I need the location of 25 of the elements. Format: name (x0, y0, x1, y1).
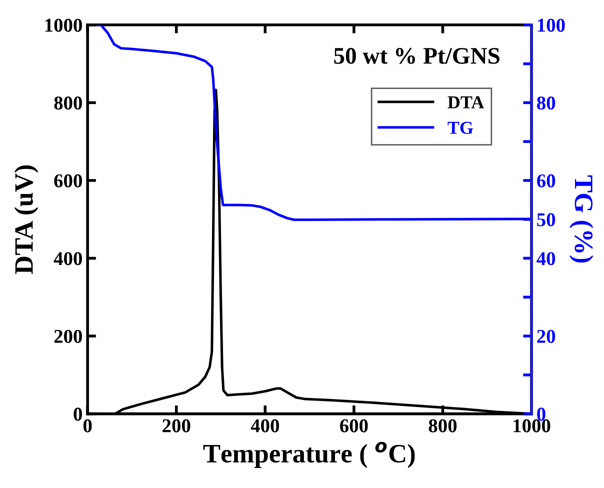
legend-label: DTA (448, 96, 484, 108)
y2-tick-label: 100 (538, 18, 565, 32)
x-axis-title: Temperature ( $^{o}$C) (203, 442, 415, 468)
y2-tick-label: 20 (537, 330, 556, 343)
y2-tick-label: 60 (537, 174, 556, 188)
y2-tick-label: 80 (537, 96, 556, 110)
legend-label: TG (448, 122, 473, 134)
x-tick-label: 1000 (514, 419, 550, 432)
y2-tick-label: 50 (537, 213, 556, 226)
y-tick-label: 600 (54, 174, 82, 188)
y-tick-label: 800 (54, 96, 82, 110)
x-tick-label: 200 (162, 419, 190, 432)
y-tick-label: 400 (54, 252, 82, 266)
x-tick-label: 400 (250, 419, 279, 432)
y-tick-label: 200 (54, 330, 82, 343)
y2-tick-label: 0 (537, 408, 546, 421)
y-tick-label: 0 (74, 408, 82, 421)
y-tick-label: 1000 (45, 18, 82, 32)
x-tick-label: 0 (83, 419, 92, 432)
x-tick-label: 800 (428, 419, 457, 432)
y2-tick-label: 40 (536, 252, 556, 266)
y-axis-title: DTA (uV) (14, 165, 38, 274)
text: 50 wt % Pt/GNS (334, 48, 500, 64)
x-tick-label: 600 (340, 419, 368, 432)
y2-axis-title: TG (%) (569, 175, 594, 263)
